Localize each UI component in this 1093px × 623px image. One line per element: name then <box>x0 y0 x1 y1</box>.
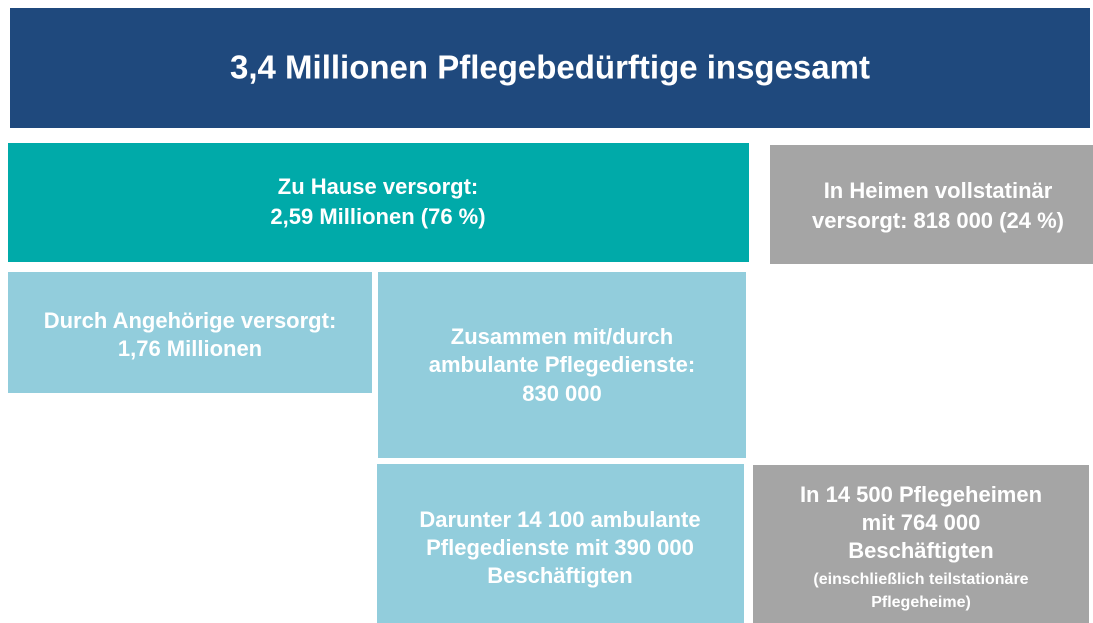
node-text: 830 000 <box>522 381 602 406</box>
node-box <box>377 464 744 623</box>
node-text: 2,59 Millionen (76 %) <box>270 204 485 229</box>
node-box <box>770 145 1093 264</box>
node-text: In Heimen vollstatinär <box>824 178 1053 203</box>
node-text: Durch Angehörige versorgt: <box>44 308 337 333</box>
node-text: Darunter 14 100 ambulante <box>419 507 700 532</box>
node-text: Zusammen mit/durch <box>451 324 673 349</box>
node-text: versorgt: 818 000 (24 %) <box>812 208 1064 233</box>
node-text: Zu Hause versorgt: <box>278 174 479 199</box>
header-title: 3,4 Millionen Pflegebedürftige insgesamt <box>230 49 870 86</box>
node-box <box>378 272 746 458</box>
header-box <box>10 8 1090 128</box>
node-note: Pflegeheime) <box>871 594 971 611</box>
node-text: Beschäftigten <box>487 563 632 588</box>
node-box <box>8 272 372 393</box>
node-text: In 14 500 Pflegeheimen <box>800 482 1042 507</box>
node-note: (einschließlich teilstationäre <box>813 571 1028 588</box>
node-box <box>753 465 1089 623</box>
node-text: Pflegedienste mit 390 000 <box>426 535 694 560</box>
node-text: 1,76 Millionen <box>118 336 262 361</box>
node-box <box>8 143 749 262</box>
node-text: mit 764 000 <box>862 510 981 535</box>
node-text: Beschäftigten <box>848 538 993 563</box>
node-text: ambulante Pflegedienste: <box>429 352 696 377</box>
